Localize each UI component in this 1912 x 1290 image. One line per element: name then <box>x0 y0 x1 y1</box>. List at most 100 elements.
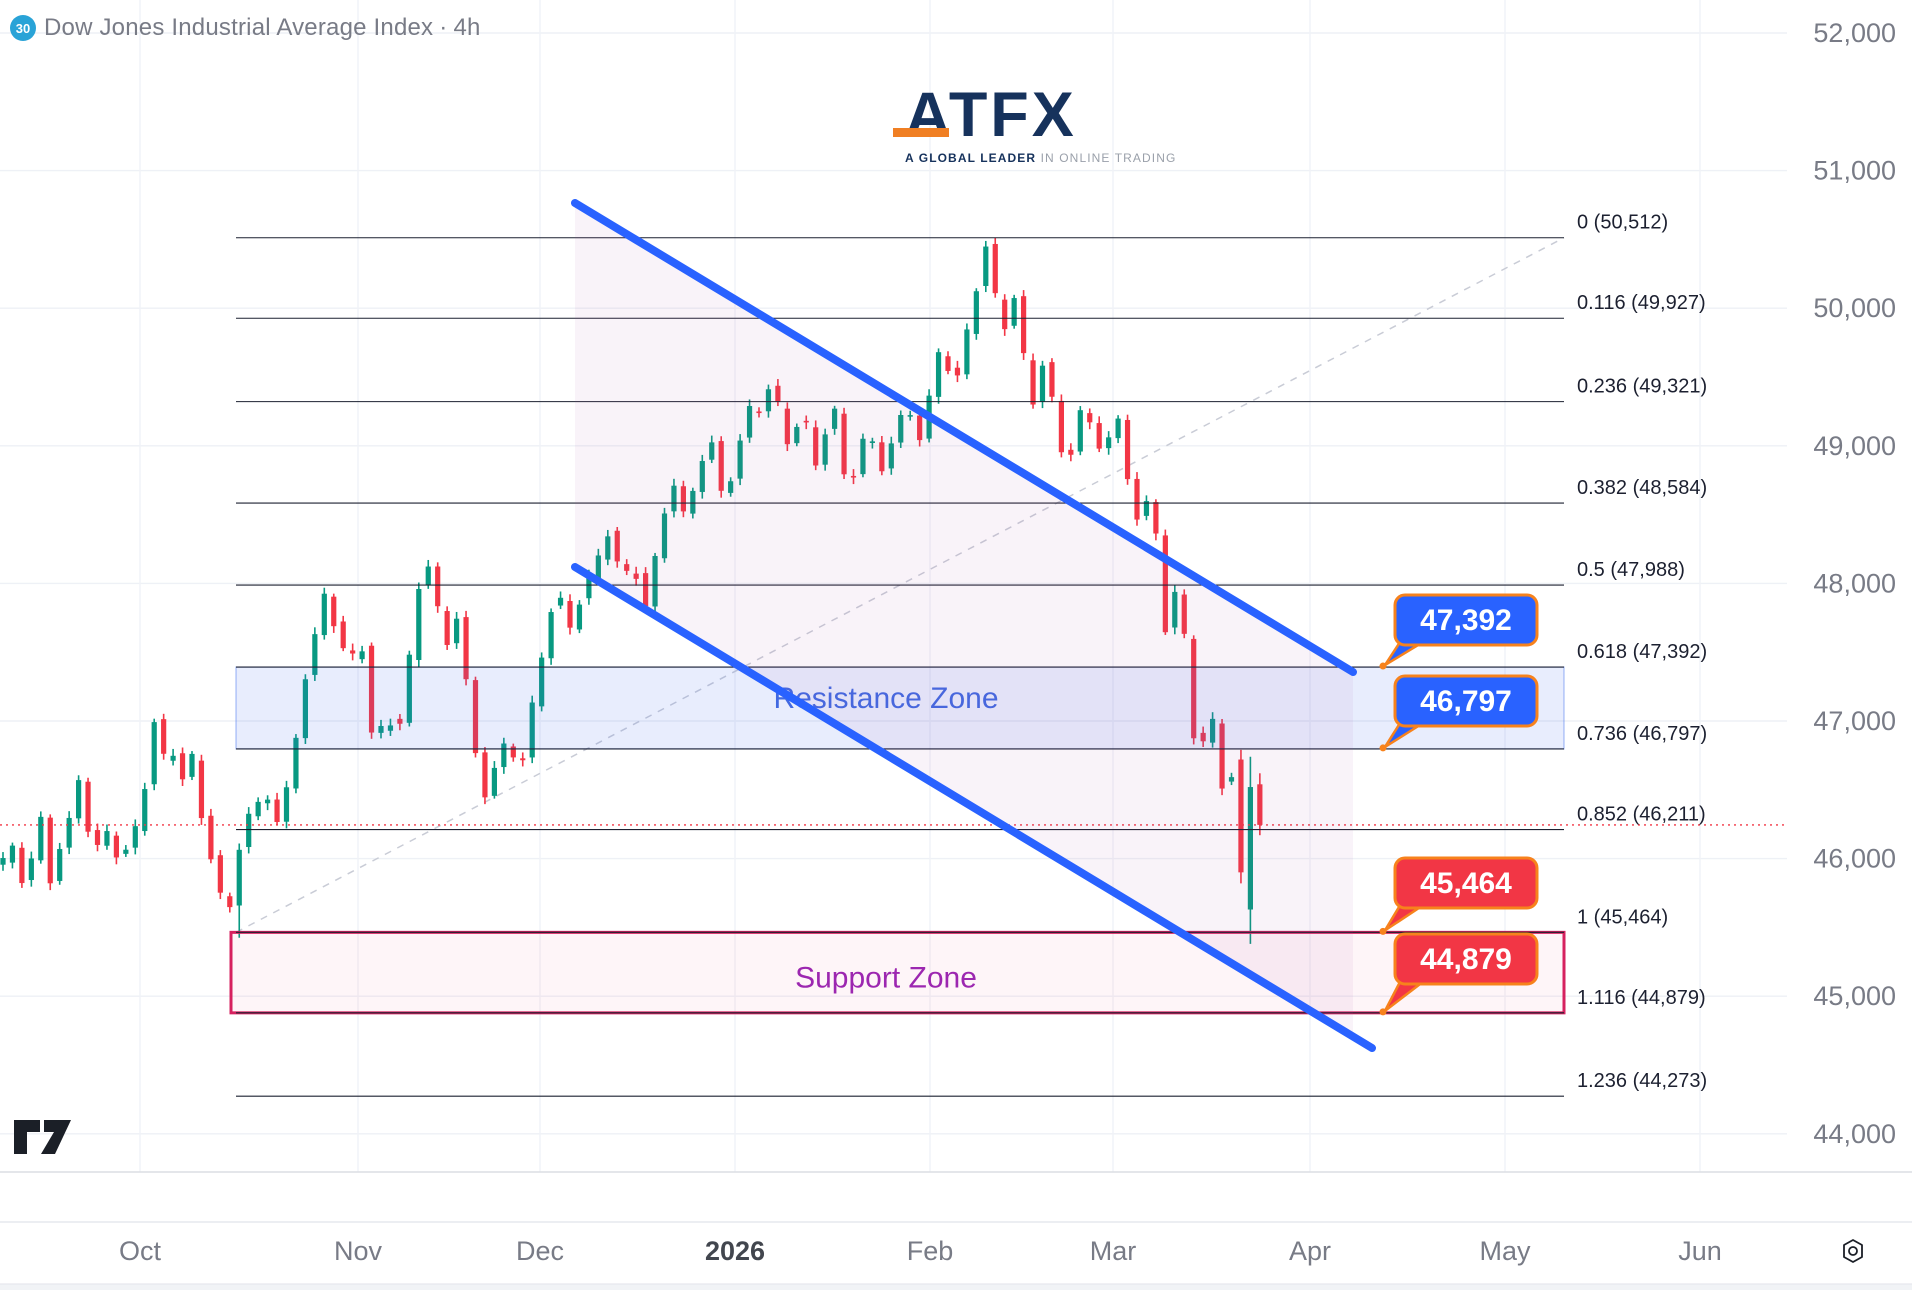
callout-bubble[interactable] <box>1393 593 1539 647</box>
candle-body <box>1124 419 1131 480</box>
atfx-logo: ATFX A GLOBAL LEADER IN ONLINE TRADING <box>893 84 1177 165</box>
price-zones[interactable]: Resistance ZoneSupport Zone <box>229 666 1566 1015</box>
candle-body <box>954 367 961 376</box>
candle-body <box>1219 723 1225 789</box>
candle-body <box>76 780 82 819</box>
candle-body <box>1181 594 1187 634</box>
candle-body <box>463 617 469 680</box>
candle-body <box>1134 478 1140 520</box>
interval-label: 4h <box>453 14 481 41</box>
time-axis-label-oct[interactable]: Oct <box>119 1236 162 1266</box>
y-axis-label[interactable]: 47,000 <box>1813 706 1896 736</box>
candle-body <box>9 845 16 863</box>
y-axis-label[interactable]: 46,000 <box>1813 844 1896 874</box>
candle-body <box>992 243 998 294</box>
time-axis-label-jun[interactable]: Jun <box>1678 1236 1722 1266</box>
callout-bubble[interactable] <box>1393 856 1539 910</box>
y-axis-label[interactable]: 49,000 <box>1813 431 1896 461</box>
callout-anchor-dot <box>1379 927 1387 935</box>
candle-body <box>435 566 441 607</box>
candle-body <box>879 442 885 472</box>
candle-body <box>236 849 242 906</box>
candle-body <box>765 389 772 412</box>
candle-body <box>803 420 809 423</box>
gear-hexagon <box>1843 1239 1863 1263</box>
candle-body <box>142 789 148 832</box>
callout-bubble[interactable] <box>1393 932 1539 986</box>
candle-body <box>283 787 290 822</box>
candle-body <box>227 896 233 908</box>
candle-body <box>274 799 280 822</box>
candle-body <box>359 651 365 660</box>
candle-body <box>945 356 951 371</box>
y-axis-label[interactable]: 52,000 <box>1813 18 1896 48</box>
candle-body <box>1030 360 1036 405</box>
fib-label-1: 1 (45,464) <box>1577 906 1668 928</box>
candle-body <box>699 461 705 492</box>
candle-body <box>1247 787 1253 910</box>
candle-body <box>189 753 195 777</box>
atfx-tagline-rest: IN ONLINE TRADING <box>1036 151 1177 165</box>
callout-price-label: 46,797 <box>1420 685 1512 718</box>
tradingview-logo[interactable] <box>14 1120 71 1154</box>
candle-body <box>501 743 507 768</box>
fib-label-0.852: 0.852 (46,211) <box>1577 804 1706 826</box>
candle-body <box>28 858 34 881</box>
candle-body <box>293 737 299 789</box>
symbol-title[interactable]: Dow Jones Industrial Average Index · 4h <box>44 14 481 42</box>
symbol-logo-badge[interactable]: 30 <box>10 15 36 41</box>
price-axis[interactable]: 52,000 51,000 50,000 49,000 48,000 47,000 46,0… <box>1813 18 1896 1149</box>
y-axis-label[interactable]: 48,000 <box>1813 568 1896 598</box>
candle-body <box>869 441 875 443</box>
candle-body <box>113 835 119 858</box>
candle-body <box>161 719 167 754</box>
candle-body <box>416 589 422 660</box>
upper-trendline[interactable] <box>571 199 1357 676</box>
fib-diagonal-dashed-line[interactable] <box>235 237 1565 934</box>
candle-body <box>66 817 72 848</box>
candle-body <box>850 475 857 478</box>
candle-body <box>1096 423 1102 449</box>
symbol-header: 30 Dow Jones Industrial Average Index · 4h <box>10 14 481 42</box>
time-axis[interactable]: Oct Nov Dec 2026 Feb Mar Apr May Jun <box>0 1171 1912 1290</box>
candle-body <box>567 600 573 628</box>
candle-body <box>1087 413 1093 423</box>
candle-body <box>151 722 157 785</box>
time-axis-label-nov[interactable]: Nov <box>334 1236 383 1266</box>
candle-body <box>1143 501 1150 516</box>
fib-retracement-levels[interactable]: 0 (50,512) 0.116 (49,927) 0.236 (49,321) 0.… <box>236 212 1707 1097</box>
candle-body <box>737 440 743 479</box>
y-axis-label[interactable]: 51,000 <box>1813 156 1896 186</box>
callout-bubble[interactable] <box>1393 674 1539 728</box>
price-callouts[interactable]: 47,392 46,797 45,464 44,879 <box>1379 593 1539 1016</box>
candle-body <box>170 755 176 761</box>
resistance-zone[interactable] <box>235 666 1565 750</box>
title-separator: · <box>439 14 448 41</box>
candle-body <box>888 443 894 469</box>
callout-price-label: 44,879 <box>1420 943 1512 976</box>
candle-body <box>1210 718 1216 743</box>
candle-body <box>935 352 942 397</box>
time-axis-label-feb[interactable]: Feb <box>907 1236 954 1266</box>
candle-body <box>302 679 308 739</box>
lower-trendline[interactable] <box>571 563 1376 1052</box>
fib-label-0.382: 0.382 (48,584) <box>1577 477 1707 499</box>
time-axis-label-2026[interactable]: 2026 <box>705 1236 765 1266</box>
gear-icon[interactable] <box>1843 1239 1863 1263</box>
candle-body <box>633 573 639 579</box>
time-axis-label-dec[interactable]: Dec <box>516 1236 564 1266</box>
fib-diagonal[interactable] <box>235 237 1565 934</box>
descending-channel[interactable] <box>571 199 1376 1052</box>
time-axis-label-apr[interactable]: Apr <box>1289 1236 1331 1266</box>
candle-body <box>1228 777 1235 782</box>
fib-label-0.5: 0.5 (47,988) <box>1577 559 1685 581</box>
support-zone[interactable] <box>229 930 1566 1015</box>
candle-body <box>1002 299 1008 330</box>
y-axis-label[interactable]: 50,000 <box>1813 293 1896 323</box>
y-axis-label[interactable]: 44,000 <box>1813 1119 1896 1149</box>
time-axis-label-may[interactable]: May <box>1479 1236 1531 1266</box>
y-axis-label[interactable]: 45,000 <box>1813 981 1896 1011</box>
candle-body <box>350 650 356 654</box>
time-axis-label-mar[interactable]: Mar <box>1090 1236 1137 1266</box>
